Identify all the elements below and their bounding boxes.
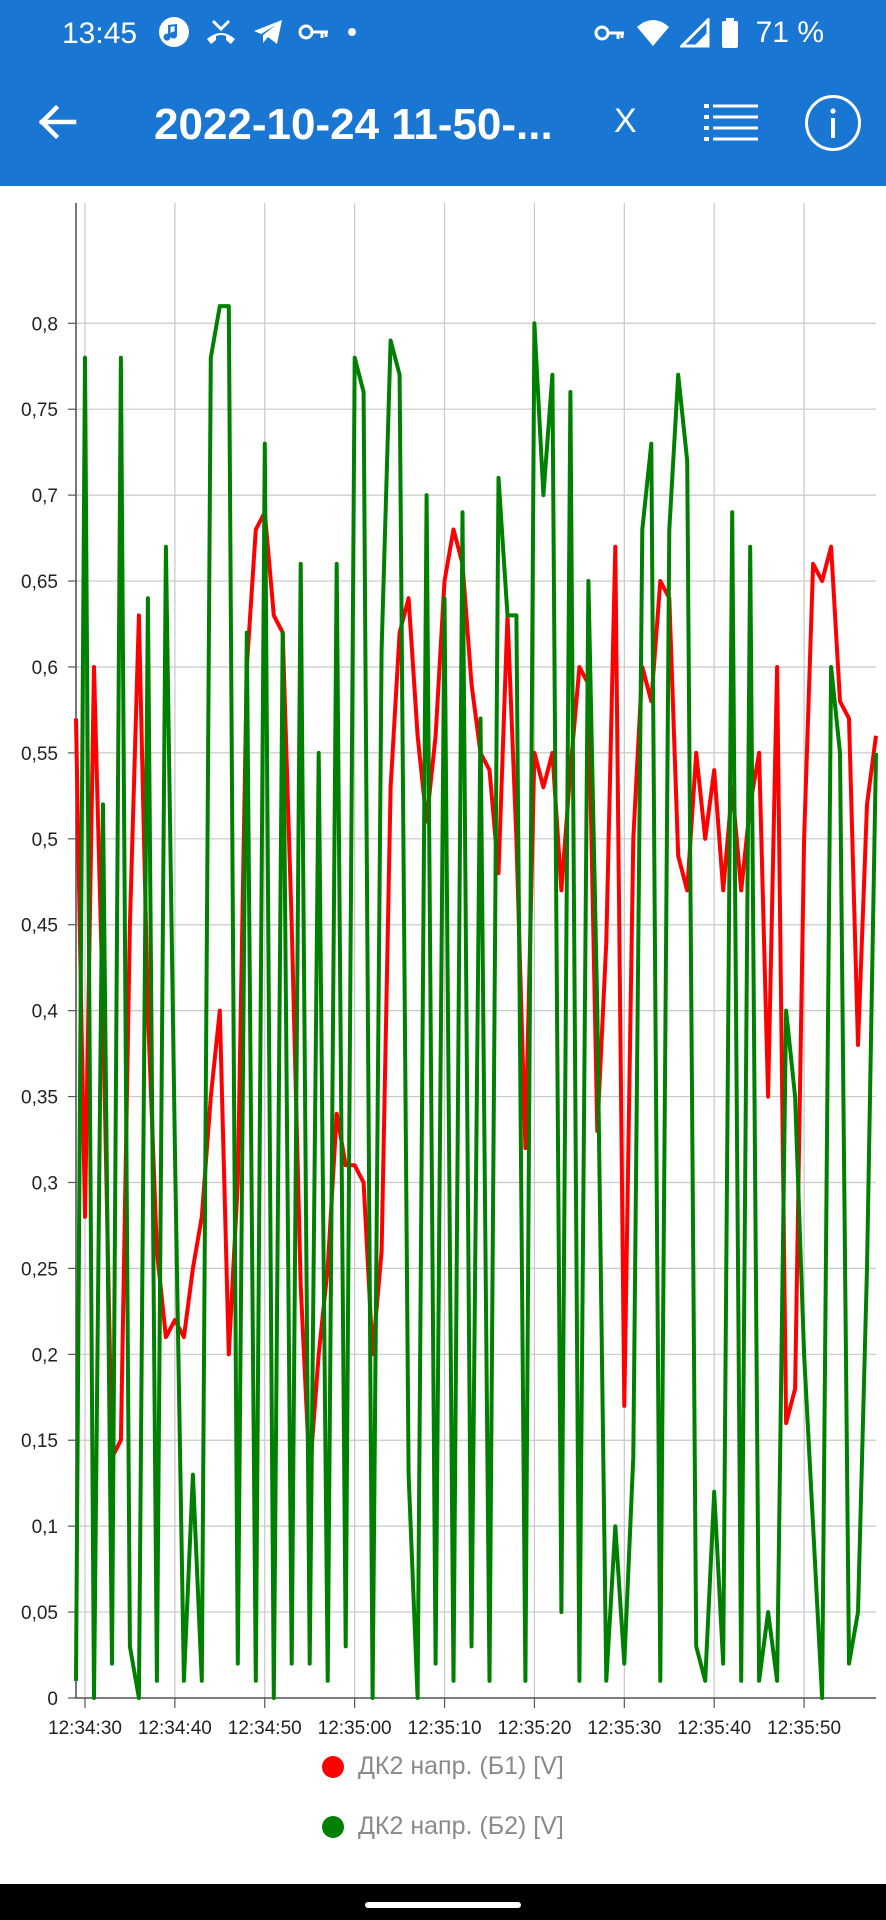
status-bar: 13:45 (0, 0, 886, 70)
legend-label-b2: ДК2 напр. (Б2) [V] (358, 1812, 564, 1840)
missed-call-icon (207, 19, 235, 44)
tick-labels: 0 0,05 0,1 0,15 0,2 0,25 0,3 0,35 0,4 0,45 0,5 0,55… (21, 314, 841, 1739)
y-tick-label: 0,3 (32, 1173, 58, 1194)
dot-icon (348, 28, 356, 36)
series-line-1 (74, 510, 878, 1477)
x-tick-label: 12:34:30 (48, 1718, 122, 1739)
series-lines (74, 304, 878, 1700)
legend-label-b1: ДК2 напр. (Б1) [V] (358, 1752, 564, 1780)
wifi-icon (636, 20, 669, 46)
toolbar: 2022-10-24 11-50-... X (0, 70, 886, 186)
x-axis-button[interactable]: X (614, 102, 637, 140)
legend-dot-b2 (322, 1815, 344, 1838)
y-tick-label: 0,15 (21, 1431, 58, 1452)
x-tick-label: 12:35:30 (587, 1718, 661, 1739)
home-gesture-handle[interactable] (365, 1902, 521, 1908)
y-tick-label: 0,1 (32, 1517, 58, 1538)
y-tick-label: 0,75 (21, 400, 58, 421)
music-icon (159, 17, 189, 47)
legend-item-b2: ДК2 напр. (Б2) [V] (322, 1812, 564, 1841)
status-time: 13:45 (62, 17, 138, 50)
back-arrow-icon[interactable] (34, 98, 82, 146)
legend-dot-b1 (322, 1755, 344, 1778)
app-bar: 13:45 (0, 0, 886, 186)
y-tick-label: 0,5 (32, 830, 58, 851)
y-tick-label: 0,35 (21, 1088, 58, 1109)
y-tick-label: 0,45 (21, 916, 58, 937)
x-tick-label: 12:35:10 (408, 1718, 482, 1739)
y-tick-label: 0,25 (21, 1259, 58, 1280)
x-tick-label: 12:35:00 (318, 1718, 392, 1739)
y-tick-label: 0,65 (21, 572, 58, 593)
page-title: 2022-10-24 11-50-... (154, 100, 553, 149)
y-tick-label: 0,4 (32, 1002, 59, 1023)
x-tick-label: 12:34:40 (138, 1718, 212, 1739)
y-tick-label: 0,2 (32, 1345, 58, 1366)
key-icon (298, 24, 328, 40)
y-tick-label: 0,05 (21, 1603, 58, 1624)
line-chart: 0 0,05 0,1 0,15 0,2 0,25 0,3 0,35 0,4 0,45 0,5 0,55… (21, 203, 878, 1739)
y-tick-label: 0,7 (32, 486, 58, 507)
x-tick-label: 12:35:20 (497, 1718, 571, 1739)
y-tick-label: 0,6 (32, 658, 58, 679)
vpn-key-icon (594, 25, 624, 41)
legend-item-b1: ДК2 напр. (Б1) [V] (322, 1752, 564, 1781)
list-icon[interactable] (704, 102, 758, 146)
y-tick-label: 0,55 (21, 744, 58, 765)
x-tick-label: 12:35:40 (677, 1718, 751, 1739)
series-line-2 (74, 304, 878, 1700)
navigation-bar (0, 1884, 886, 1920)
y-tick-label: 0,8 (32, 314, 58, 335)
signal-icon (679, 18, 710, 48)
telegram-icon (254, 20, 282, 44)
y-tick-label: 0 (47, 1689, 58, 1710)
x-tick-label: 12:34:50 (228, 1718, 302, 1739)
battery-icon (721, 18, 738, 48)
x-tick-label: 12:35:50 (767, 1718, 841, 1739)
info-icon[interactable] (804, 94, 862, 152)
battery-percent: 71 % (755, 16, 824, 49)
